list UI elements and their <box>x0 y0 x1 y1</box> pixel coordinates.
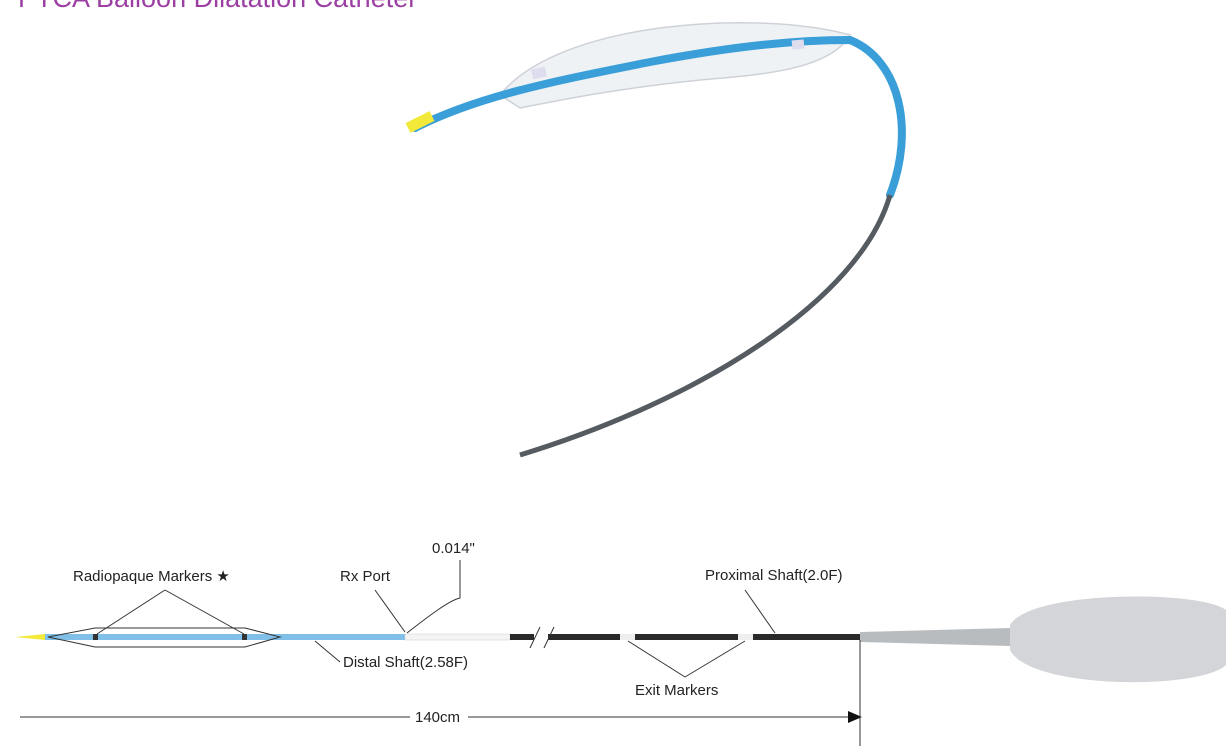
title: PTCA Balloon Dilatation Catheter <box>18 0 417 13</box>
label-exit: Exit Markers <box>635 682 718 699</box>
label-guidewire: 0.014" <box>432 540 475 557</box>
catheter-illustration <box>405 22 906 458</box>
catheter-schematic <box>15 560 1226 746</box>
label-proximal: Proximal Shaft(2.0F) <box>705 567 843 584</box>
label-length: 140cm <box>415 709 460 726</box>
label-rx-port: Rx Port <box>340 568 391 585</box>
label-radiopaque: Radiopaque Markers ★ <box>73 568 230 585</box>
label-distal: Distal Shaft(2.58F) <box>343 654 468 671</box>
